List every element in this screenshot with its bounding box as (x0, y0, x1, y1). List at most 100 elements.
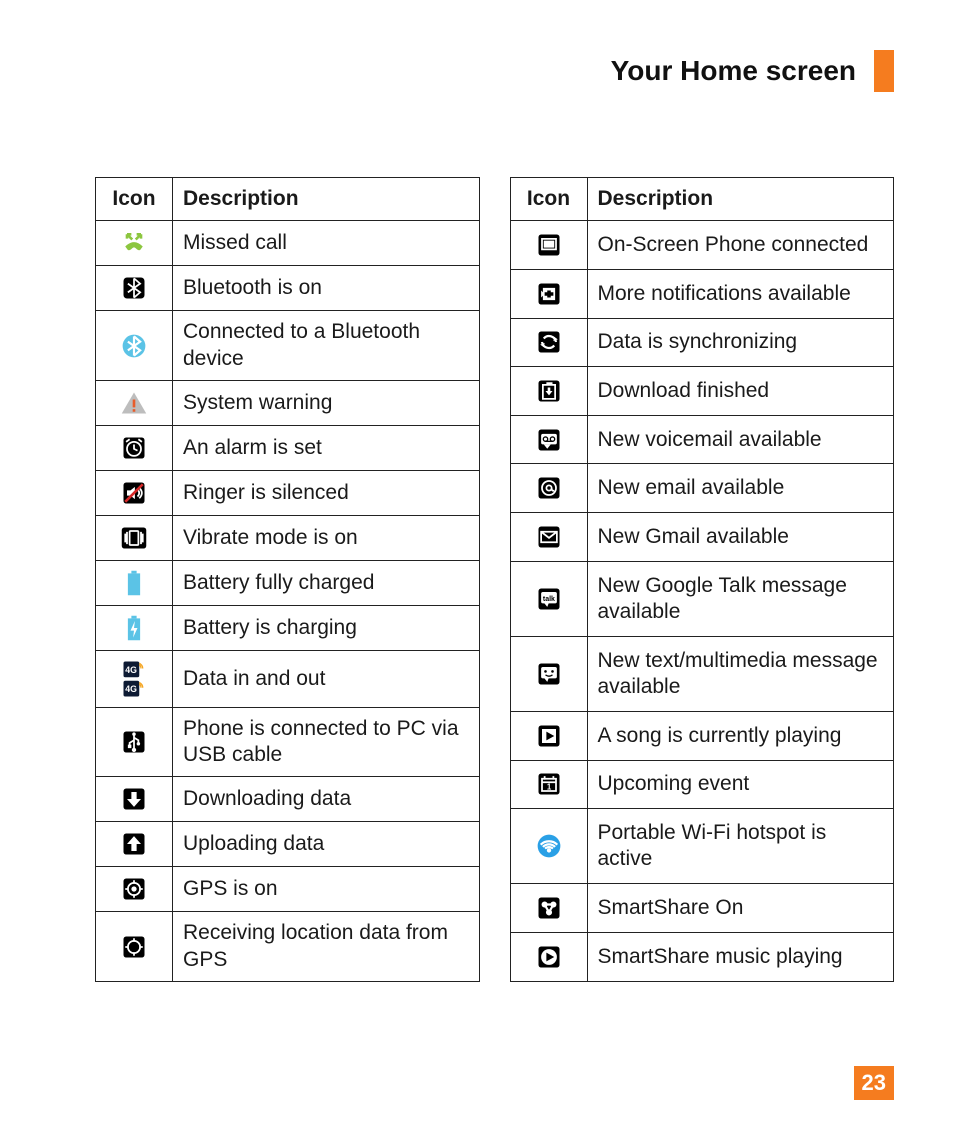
svg-text:4G: 4G (125, 684, 137, 694)
gmail-icon (510, 513, 587, 562)
page-number: 23 (854, 1066, 894, 1100)
icon-description: Phone is connected to PC via USB cable (173, 707, 480, 777)
col-icon-header: Icon (96, 178, 173, 221)
usb-icon (96, 707, 173, 777)
table-row: Battery fully charged (96, 560, 480, 605)
table-row: SmartShare On (510, 884, 894, 933)
table-row: Battery is charging (96, 605, 480, 650)
table-row: Ringer is silenced (96, 470, 480, 515)
icon-table-right: Icon Description On-Screen Phone connect… (510, 177, 895, 982)
icon-description: Bluetooth is on (173, 266, 480, 311)
smartshare-icon (510, 884, 587, 933)
table-row: 4G 4G Data in and out (96, 650, 480, 707)
table-row: SmartShare music playing (510, 933, 894, 982)
table-row: Bluetooth is on (96, 266, 480, 311)
voicemail-icon (510, 415, 587, 464)
upload-icon (96, 822, 173, 867)
gtalk-icon: talk (510, 561, 587, 636)
icon-description: More notifications available (587, 269, 894, 318)
icon-description: Uploading data (173, 822, 480, 867)
icon-table-left: Icon Description Missed call Bluetooth i… (95, 177, 480, 982)
icon-description: GPS is on (173, 867, 480, 912)
email-icon (510, 464, 587, 513)
vibrate-icon (96, 515, 173, 560)
col-icon-header: Icon (510, 178, 587, 221)
table-row: A song is currently playing (510, 711, 894, 760)
icon-description: Data in and out (173, 650, 480, 707)
table-row: Phone is connected to PC via USB cable (96, 707, 480, 777)
table-row: Uploading data (96, 822, 480, 867)
smartshare-music-icon (510, 933, 587, 982)
svg-text:4G: 4G (125, 665, 137, 675)
table-row: New voicemail available (510, 415, 894, 464)
page-title: Your Home screen (611, 55, 856, 87)
more-notifications-icon (510, 269, 587, 318)
icon-description: New Google Talk message available (587, 561, 894, 636)
table-row: 1 Upcoming event (510, 760, 894, 809)
play-icon (510, 711, 587, 760)
icon-description: New Gmail available (587, 513, 894, 562)
table-row: Downloading data (96, 777, 480, 822)
battery-full-icon (96, 560, 173, 605)
missed-call-icon (96, 221, 173, 266)
icon-description: Connected to a Bluetooth device (173, 311, 480, 381)
table-row: More notifications available (510, 269, 894, 318)
table-row: New email available (510, 464, 894, 513)
table-row: New Gmail available (510, 513, 894, 562)
table-row: GPS is on (96, 867, 480, 912)
icon-description: On-Screen Phone connected (587, 221, 894, 270)
table-row: An alarm is set (96, 425, 480, 470)
table-row: Connected to a Bluetooth device (96, 311, 480, 381)
table-row: Portable Wi-Fi hotspot is active (510, 809, 894, 884)
icon-description: Missed call (173, 221, 480, 266)
event-icon: 1 (510, 760, 587, 809)
sync-icon (510, 318, 587, 367)
gps-on-icon (96, 867, 173, 912)
page-header: Your Home screen (95, 50, 894, 92)
table-row: Receiving location data from GPS (96, 912, 480, 982)
icon-description: Download finished (587, 367, 894, 416)
icon-description: Ringer is silenced (173, 470, 480, 515)
col-desc-header: Description (587, 178, 894, 221)
table-row: Data is synchronizing (510, 318, 894, 367)
tables-container: Icon Description Missed call Bluetooth i… (95, 177, 894, 982)
icon-description: Receiving location data from GPS (173, 912, 480, 982)
table-row: New text/multimedia message available (510, 636, 894, 711)
icon-description: Vibrate mode is on (173, 515, 480, 560)
icon-description: System warning (173, 380, 480, 425)
table-row: Missed call (96, 221, 480, 266)
accent-bar (874, 50, 894, 92)
icon-description: An alarm is set (173, 425, 480, 470)
icon-description: Battery is charging (173, 605, 480, 650)
download-icon (96, 777, 173, 822)
icon-description: New voicemail available (587, 415, 894, 464)
bluetooth-on-icon (96, 266, 173, 311)
svg-text:1: 1 (546, 783, 551, 792)
bluetooth-connected-icon (96, 311, 173, 381)
icon-description: Upcoming event (587, 760, 894, 809)
icon-description: Portable Wi-Fi hotspot is active (587, 809, 894, 884)
icon-description: New email available (587, 464, 894, 513)
table-row: System warning (96, 380, 480, 425)
download-done-icon (510, 367, 587, 416)
icon-description: Battery fully charged (173, 560, 480, 605)
sms-icon (510, 636, 587, 711)
data-inout-icon: 4G 4G (96, 650, 173, 707)
icon-description: Data is synchronizing (587, 318, 894, 367)
silenced-icon (96, 470, 173, 515)
table-row: Vibrate mode is on (96, 515, 480, 560)
table-row: On-Screen Phone connected (510, 221, 894, 270)
icon-description: SmartShare music playing (587, 933, 894, 982)
table-row: talk New Google Talk message available (510, 561, 894, 636)
hotspot-icon (510, 809, 587, 884)
alarm-icon (96, 425, 173, 470)
gps-recv-icon (96, 912, 173, 982)
warning-icon (96, 380, 173, 425)
icon-description: SmartShare On (587, 884, 894, 933)
col-desc-header: Description (173, 178, 480, 221)
manual-page: Your Home screen Icon Description Missed… (0, 0, 954, 1145)
battery-charging-icon (96, 605, 173, 650)
table-row: Download finished (510, 367, 894, 416)
icon-description: New text/multimedia message available (587, 636, 894, 711)
onscreen-phone-icon (510, 221, 587, 270)
